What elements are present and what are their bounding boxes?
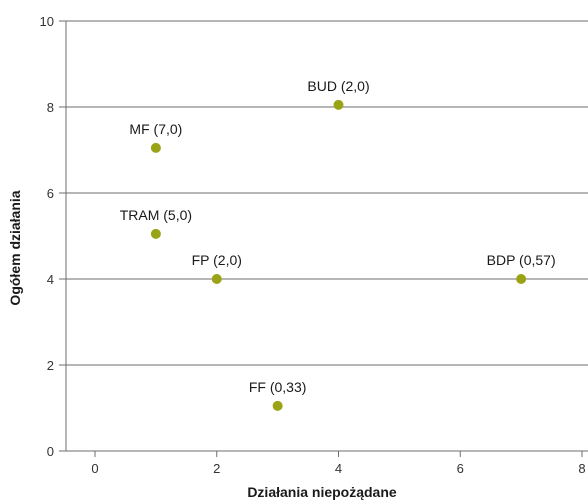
x-tick-label-8: 8	[578, 461, 585, 476]
y-tick-label-8: 8	[47, 100, 54, 115]
tick-labels: 0 2 4 6 8 10 0 2 4 6 8	[40, 14, 586, 476]
axes	[59, 20, 588, 457]
x-axis-title: Działania niepożądane	[247, 484, 397, 500]
data-point-4	[516, 274, 527, 284]
point-labels: BUD (2,0) MF (7,0) TRAM (5,0) FP (2,0) BDP (…	[120, 78, 556, 395]
y-tick-label-0: 0	[47, 444, 54, 459]
data-point-2	[150, 228, 161, 239]
y-tick-label-6: 6	[47, 186, 54, 201]
data-points	[150, 99, 527, 411]
data-point-0	[333, 99, 344, 110]
point-label-4: BDP (0,57)	[487, 252, 556, 268]
point-label-2: TRAM (5,0)	[120, 207, 192, 223]
point-label-5: FF (0,33)	[249, 379, 307, 395]
data-point-1	[150, 142, 161, 153]
y-tick-label-10: 10	[40, 14, 54, 29]
x-tick-label-4: 4	[335, 461, 342, 476]
x-tick-label-2: 2	[213, 461, 220, 476]
point-label-1: MF (7,0)	[129, 121, 182, 137]
x-tick-label-0: 0	[91, 461, 98, 476]
data-point-5	[272, 400, 283, 411]
grid-lines	[66, 20, 588, 366]
x-tick-label-6: 6	[457, 461, 464, 476]
point-label-3: FP (2,0)	[192, 252, 242, 268]
point-label-0: BUD (2,0)	[307, 78, 369, 94]
data-point-3	[211, 274, 222, 284]
y-tick-label-2: 2	[47, 358, 54, 373]
y-axis-title: Ogółem działania	[7, 190, 23, 305]
y-tick-label-4: 4	[47, 272, 54, 287]
